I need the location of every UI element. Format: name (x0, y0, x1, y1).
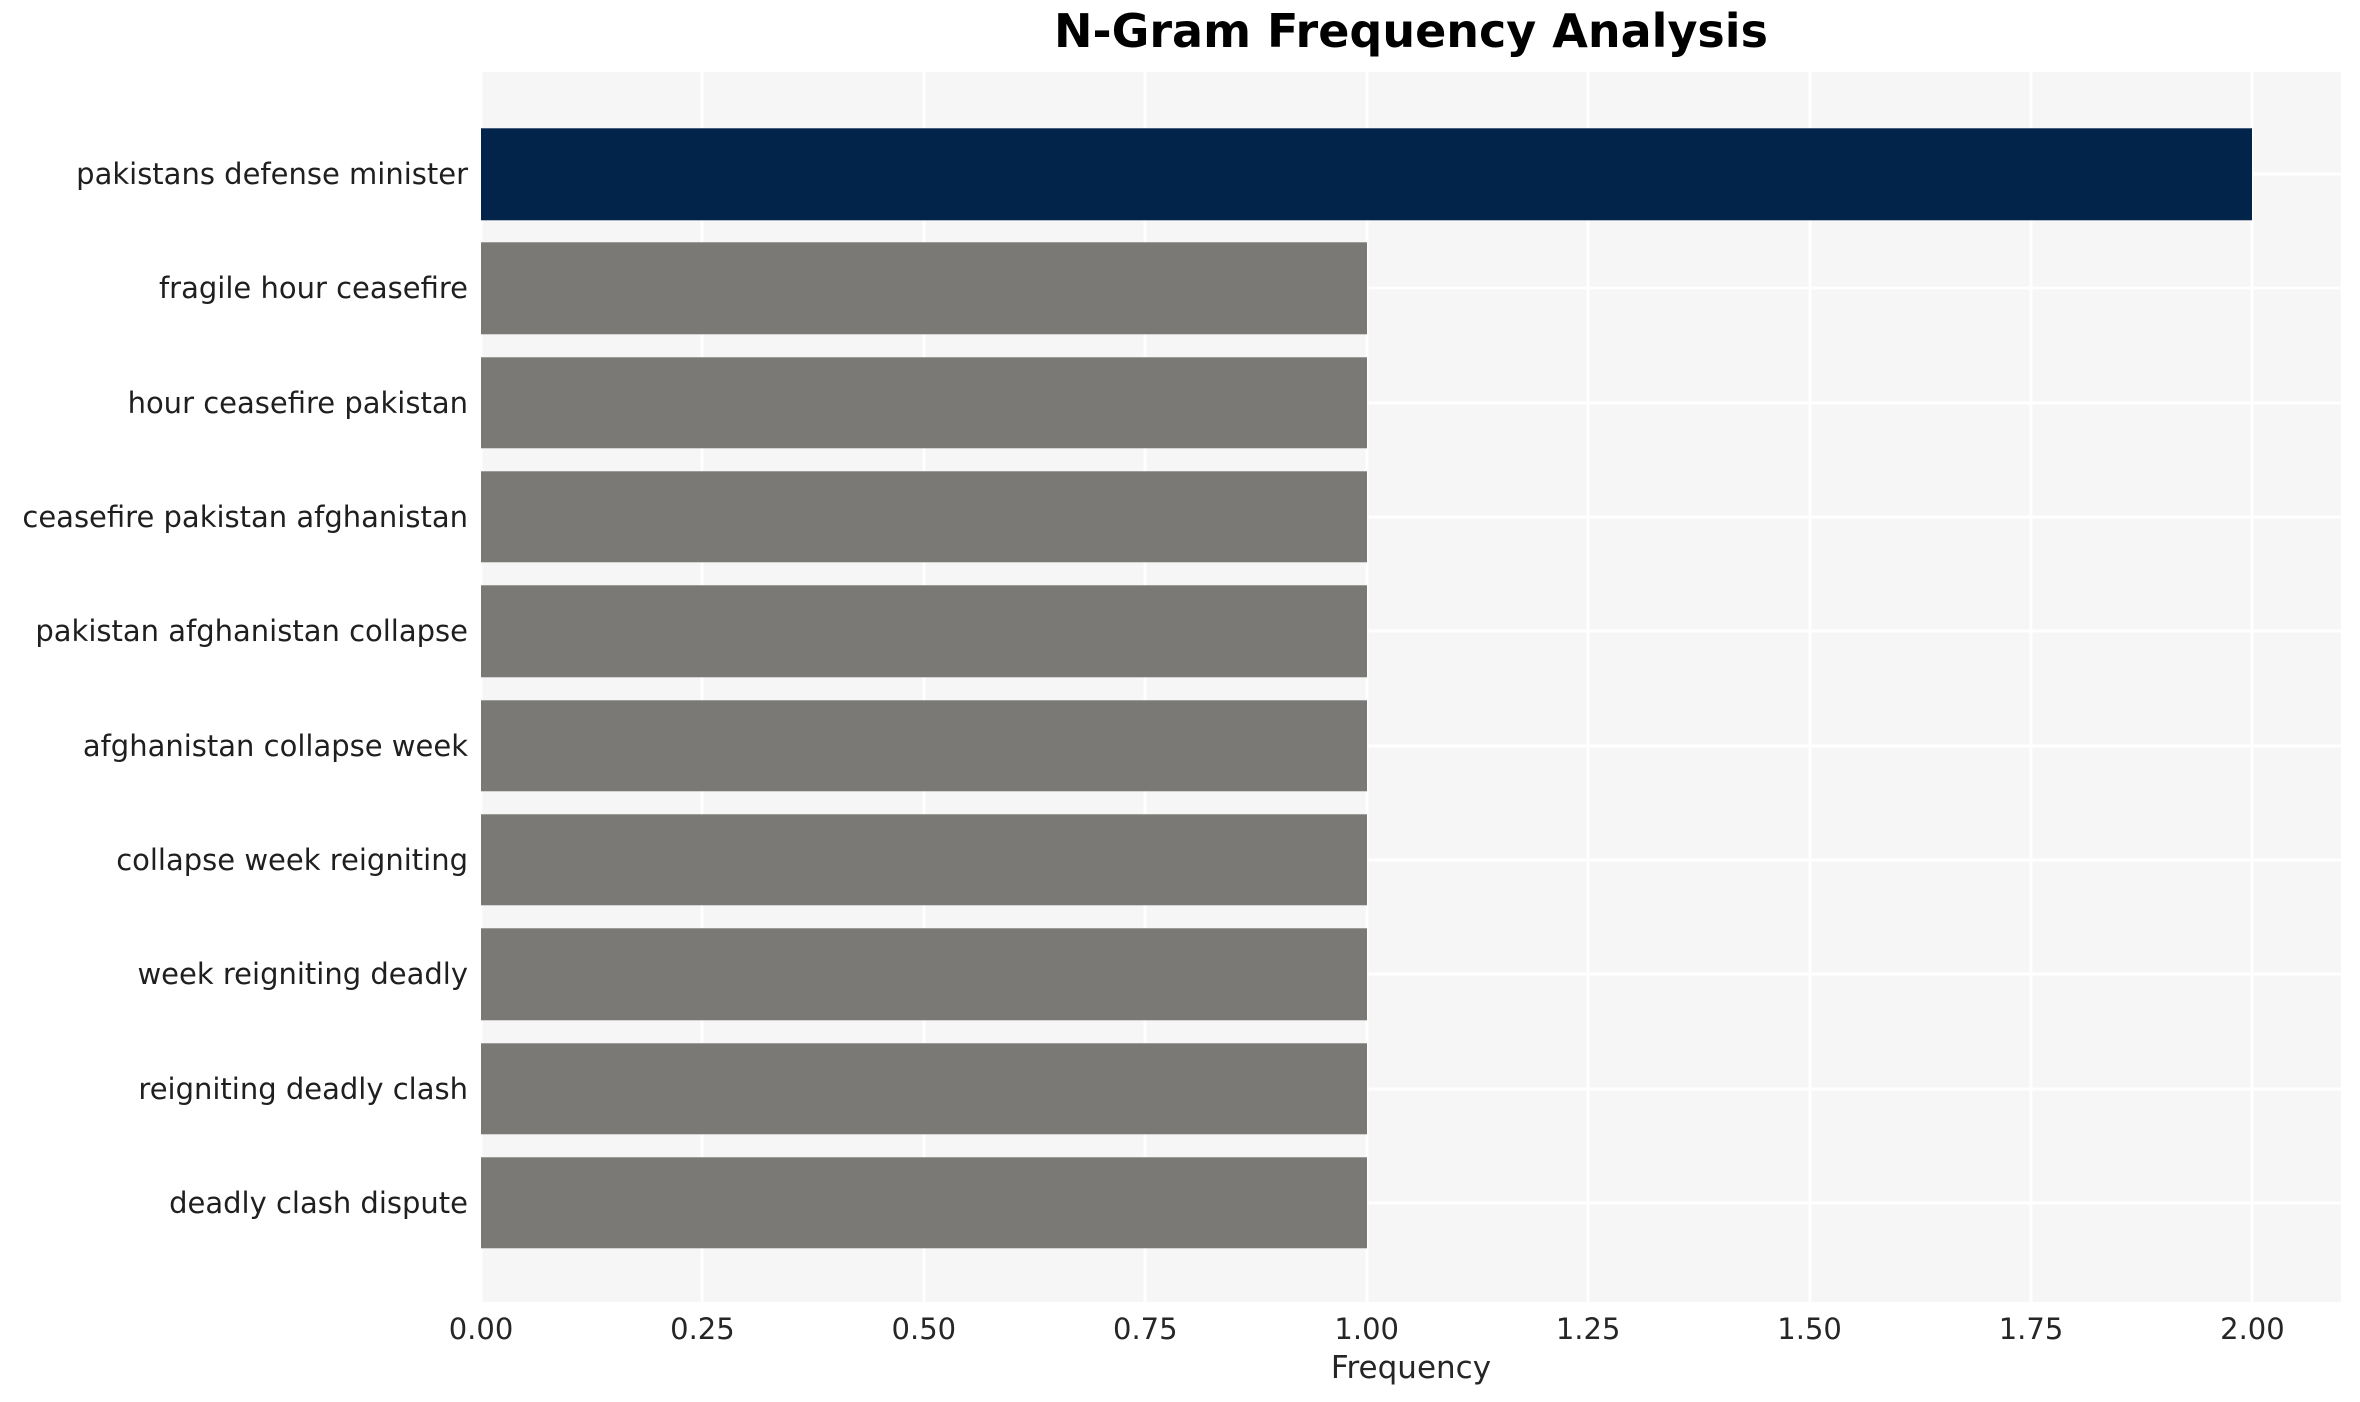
bar-track (481, 574, 2341, 688)
category-label: deadly clash dispute (169, 1185, 468, 1220)
horizontal-gridline (481, 286, 2341, 290)
category-label: collapse week reigniting (116, 842, 468, 877)
vertical-gridline (1143, 72, 1147, 1302)
horizontal-gridline (481, 972, 2341, 976)
vertical-gridline (700, 72, 704, 1302)
bar (481, 1157, 1367, 1249)
category-label: fragile hour ceasefire (158, 271, 468, 306)
category-label: week reigniting deadly (137, 957, 468, 992)
bar-row: week reigniting deadly (0, 917, 2341, 1031)
vertical-gridline (1586, 72, 1590, 1302)
bar-track (481, 460, 2341, 574)
vertical-gridline (481, 72, 483, 1302)
x-tick-label: 0.00 (448, 1312, 514, 1346)
bar (481, 128, 2253, 220)
category-label: pakistans defense minister (76, 157, 468, 192)
bar-track (481, 231, 2341, 345)
bar-row: hour ceasefire pakistan (0, 346, 2341, 460)
bar-row: ceasefire pakistan afghanistan (0, 460, 2341, 574)
bar (481, 471, 1367, 563)
horizontal-gridline (481, 629, 2341, 633)
vertical-gridline (922, 72, 926, 1302)
bar-row: afghanistan collapse week (0, 688, 2341, 802)
x-tick-label: 0.50 (891, 1312, 957, 1346)
bar-track (481, 1031, 2341, 1145)
category-label: reigniting deadly clash (138, 1071, 468, 1106)
bar (481, 357, 1367, 449)
bar-row: pakistans defense minister (0, 117, 2341, 231)
horizontal-gridline (481, 858, 2341, 862)
bar (481, 928, 1367, 1020)
bar-row: reigniting deadly clash (0, 1031, 2341, 1145)
category-label: pakistan afghanistan collapse (35, 614, 468, 649)
bar-track (481, 1146, 2341, 1260)
vertical-gridline (1808, 72, 1812, 1302)
bar-row: fragile hour ceasefire (0, 231, 2341, 345)
bar-rows-container: pakistans defense minister fragile hour c… (0, 72, 2341, 1302)
x-axis-label: Frequency (1330, 1350, 1492, 1386)
horizontal-gridline (481, 515, 2341, 519)
horizontal-gridline (481, 1201, 2341, 1205)
bar-row: collapse week reigniting (0, 803, 2341, 917)
vertical-gridline (2029, 72, 2033, 1302)
bar-track (481, 688, 2341, 802)
vertical-gridline (1365, 72, 1369, 1302)
horizontal-gridline (481, 744, 2341, 748)
bar (481, 585, 1367, 678)
bar (481, 814, 1367, 906)
bar (481, 1042, 1367, 1135)
bar (481, 699, 1367, 792)
bar-track (481, 117, 2341, 231)
x-tick-label: 1.00 (1334, 1312, 1399, 1346)
chart-title: N-Gram Frequency Analysis (1054, 4, 1768, 58)
x-tick-label: 1.25 (1555, 1312, 1621, 1346)
category-label: afghanistan collapse week (82, 728, 468, 763)
bar-track (481, 346, 2341, 460)
x-tick-label: 1.50 (1777, 1312, 1842, 1346)
horizontal-gridline (481, 1087, 2341, 1091)
bar-track (481, 917, 2341, 1031)
bar-row: deadly clash dispute (0, 1146, 2341, 1260)
bar-track (481, 803, 2341, 917)
x-tick-label: 0.75 (1112, 1312, 1178, 1346)
category-label: hour ceasefire pakistan (127, 385, 468, 420)
bar-row: pakistan afghanistan collapse (0, 574, 2341, 688)
horizontal-gridline (481, 401, 2341, 405)
x-tick-label: 2.00 (2220, 1312, 2285, 1346)
x-axis: 0.00 0.25 0.50 0.75 1.00 1.25 1.50 1.75 2.00 (449, 1302, 2341, 1348)
bar (481, 242, 1367, 335)
vertical-gridline (2250, 72, 2254, 1302)
category-label: ceasefire pakistan afghanistan (22, 500, 468, 535)
x-tick-label: 0.25 (670, 1312, 735, 1346)
x-tick-label: 1.75 (1998, 1312, 2064, 1346)
